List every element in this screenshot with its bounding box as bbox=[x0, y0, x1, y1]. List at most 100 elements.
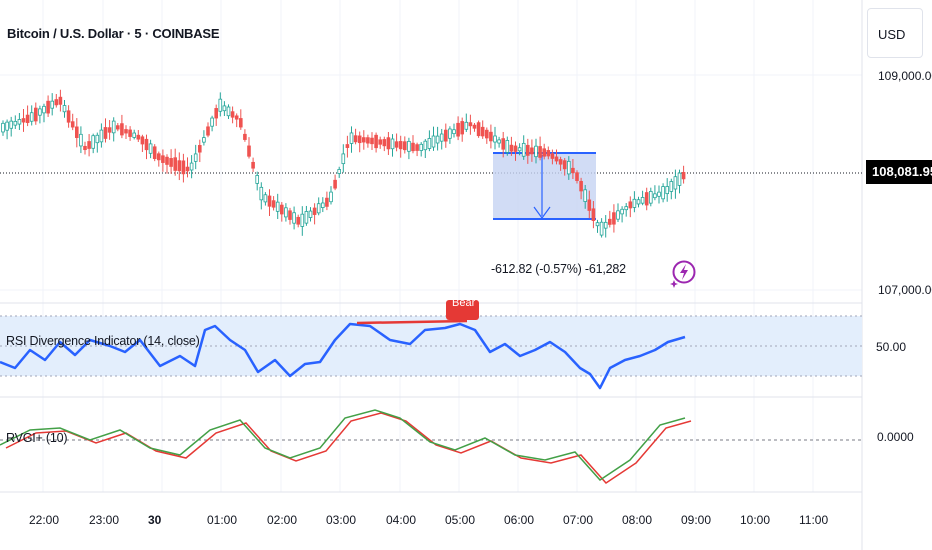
candle-body bbox=[349, 132, 354, 144]
candle-body bbox=[554, 156, 559, 162]
bear-badge: Bear bbox=[446, 300, 479, 320]
candle-body bbox=[505, 140, 510, 153]
candle-body bbox=[653, 193, 657, 199]
time-axis-label: 06:00 bbox=[504, 513, 535, 527]
candle-body bbox=[661, 186, 665, 200]
candle-body bbox=[259, 186, 264, 201]
price-range-measure[interactable] bbox=[493, 152, 596, 220]
candle-body bbox=[640, 197, 645, 204]
measure-label: -612.82 (-0.57%) -61,282 bbox=[491, 262, 626, 276]
candle-body bbox=[476, 122, 481, 137]
price-axis-label: 107,000.00 bbox=[878, 283, 932, 297]
candle-body bbox=[275, 201, 280, 212]
candle-body bbox=[538, 146, 542, 158]
time-axis-label: 30 bbox=[148, 513, 162, 527]
candle-body bbox=[193, 153, 198, 162]
rvgi-pane-title[interactable]: RVGI+ (10) bbox=[6, 431, 68, 445]
candle-body bbox=[320, 202, 325, 208]
time-axis-label: 01:00 bbox=[207, 513, 238, 527]
candle-body bbox=[21, 118, 26, 123]
candle-body bbox=[202, 137, 206, 143]
grid-lines bbox=[0, 0, 862, 492]
candle-body bbox=[402, 141, 407, 151]
candlestick-series bbox=[1, 89, 686, 238]
candle-body bbox=[107, 127, 112, 133]
candle-body bbox=[279, 204, 284, 215]
candle-body bbox=[497, 139, 501, 144]
candle-body bbox=[83, 145, 87, 151]
candle-body bbox=[595, 222, 600, 227]
candle-body bbox=[46, 100, 50, 114]
candle-body bbox=[34, 107, 38, 122]
candle-body bbox=[136, 134, 141, 140]
candle-body bbox=[345, 144, 350, 148]
candle-body bbox=[382, 139, 387, 147]
rvgi-level-label: 0.0000 bbox=[877, 430, 914, 444]
candle-body bbox=[681, 172, 686, 180]
candle-body bbox=[361, 137, 366, 143]
price-axis-label: 109,000.00 bbox=[878, 69, 932, 83]
candle-body bbox=[25, 114, 30, 123]
candle-body bbox=[628, 201, 633, 209]
candle-body bbox=[603, 221, 608, 229]
candle-body bbox=[337, 169, 341, 174]
candle-body bbox=[439, 133, 444, 142]
candle-body bbox=[677, 172, 682, 186]
candle-body bbox=[140, 136, 145, 145]
candle-body bbox=[54, 99, 59, 106]
candle-body bbox=[567, 160, 571, 175]
currency-button[interactable]: USD bbox=[867, 8, 923, 58]
candle-body bbox=[489, 131, 493, 142]
candle-body bbox=[419, 143, 423, 151]
candle-body bbox=[386, 137, 391, 150]
candle-body bbox=[591, 208, 596, 221]
candle-body bbox=[95, 134, 100, 144]
candle-body bbox=[263, 194, 268, 203]
candle-body bbox=[657, 191, 661, 197]
candle-body bbox=[132, 132, 137, 138]
candle-body bbox=[189, 162, 194, 171]
candle-body bbox=[169, 158, 173, 167]
measure-arrow-icon bbox=[533, 206, 551, 220]
measure-box bbox=[493, 153, 596, 219]
candle-body bbox=[374, 134, 378, 149]
lightning-icon[interactable] bbox=[669, 258, 697, 288]
time-axis-label: 09:00 bbox=[681, 513, 712, 527]
candle-body bbox=[234, 115, 239, 120]
candle-body bbox=[366, 137, 370, 144]
time-axis-label: 03:00 bbox=[326, 513, 357, 527]
candle-body bbox=[550, 153, 555, 159]
candle-body bbox=[353, 135, 358, 143]
time-axis-label: 04:00 bbox=[386, 513, 417, 527]
rsi-pane-title[interactable]: RSI Divergence Indicator (14, close) bbox=[6, 334, 200, 348]
candle-body bbox=[513, 145, 518, 152]
candle-body bbox=[120, 123, 124, 136]
candle-body bbox=[111, 120, 116, 134]
candle-body bbox=[669, 181, 674, 192]
candle-body bbox=[665, 186, 669, 195]
candle-body bbox=[493, 135, 497, 143]
time-axis-label: 05:00 bbox=[445, 513, 476, 527]
candle-body bbox=[456, 122, 460, 137]
time-axis-label: 07:00 bbox=[563, 513, 594, 527]
candle-body bbox=[218, 98, 223, 112]
candle-body bbox=[612, 212, 616, 225]
candle-body bbox=[316, 203, 321, 214]
candle-body bbox=[284, 207, 288, 218]
candle-body bbox=[329, 191, 333, 203]
candle-body bbox=[124, 129, 128, 134]
bear-badge-label: Bear bbox=[452, 300, 476, 309]
candle-body bbox=[222, 105, 227, 112]
candle-body bbox=[632, 198, 637, 208]
candle-body bbox=[526, 144, 530, 156]
candle-body bbox=[165, 156, 169, 165]
candle-body bbox=[509, 144, 514, 152]
candle-body bbox=[210, 117, 214, 127]
candle-body bbox=[616, 210, 620, 220]
time-axis-label: 08:00 bbox=[622, 513, 653, 527]
candle-body bbox=[62, 105, 67, 113]
candle-body bbox=[415, 144, 419, 151]
candle-body bbox=[427, 138, 432, 149]
candle-body bbox=[42, 105, 46, 114]
